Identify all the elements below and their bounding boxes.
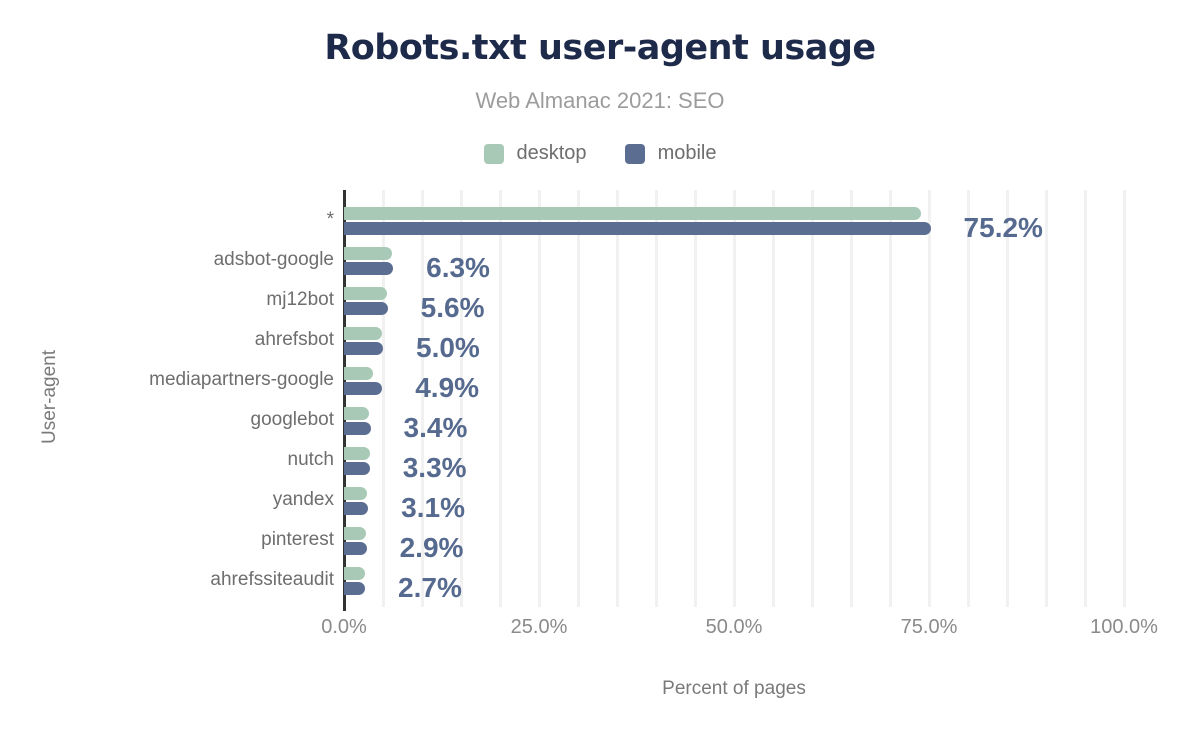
legend: desktop mobile — [0, 142, 1200, 165]
bar-desktop — [344, 327, 383, 340]
value-label: 3.3% — [402, 452, 467, 483]
bar-desktop — [344, 367, 373, 380]
bar-desktop — [344, 527, 366, 540]
bar-mobile — [344, 582, 366, 595]
bar-group: 6.3% — [344, 240, 1124, 283]
category-label: ahrefssiteaudit — [210, 569, 334, 590]
y-axis-line — [342, 190, 346, 611]
value-label: 3.1% — [401, 492, 465, 523]
value-label: 75.2% — [963, 212, 1043, 243]
bar-group: 75.2% — [344, 200, 1124, 243]
category-label: googlebot — [250, 409, 334, 430]
bar-desktop — [344, 567, 366, 580]
legend-item-desktop[interactable]: desktop — [483, 142, 587, 165]
chart-title: Robots.txt user-agent usage — [324, 28, 876, 68]
bar-desktop — [344, 247, 393, 260]
bar-mobile — [344, 542, 367, 555]
gridline — [654, 190, 658, 607]
gridline — [888, 190, 892, 607]
bar-group: 5.0% — [344, 320, 1124, 363]
x-tick-label: 25.0% — [510, 616, 568, 638]
value-label: 4.9% — [415, 372, 480, 403]
category-label: mj12bot — [266, 289, 334, 310]
gridline — [576, 190, 580, 607]
legend-label-mobile: mobile — [657, 142, 717, 164]
category-axis: * adsbot-google mj12bot ahrefsbot mediapartn… — [0, 190, 334, 604]
category-label: ahrefsbot — [254, 329, 334, 350]
bar-desktop — [344, 447, 370, 460]
bar-group: 5.6% — [344, 280, 1124, 323]
plot-area: 75.2% 6.3% 5.6% 5.0% 4.9% 3.4% 3.3% 3.1% 2.9% 2.7… — [342, 190, 1126, 611]
gridline — [459, 190, 463, 607]
category-label: * — [326, 209, 334, 230]
legend-label-desktop: desktop — [516, 142, 587, 164]
category-label: adsbot-google — [213, 249, 334, 270]
mobile-legend-swatch-icon — [624, 143, 645, 164]
gridline — [537, 190, 541, 607]
value-label: 5.6% — [420, 292, 485, 323]
bar-desktop — [344, 487, 368, 500]
bar-desktop — [344, 287, 387, 300]
bar-group: 3.1% — [344, 480, 1124, 523]
x-axis-title: Percent of pages — [662, 678, 806, 699]
x-tick-label: 50.0% — [705, 616, 763, 638]
bar-desktop — [344, 207, 922, 220]
category-label: mediapartners-google — [149, 369, 334, 390]
gridline — [966, 190, 970, 607]
bar-mobile — [344, 422, 371, 435]
gridline — [849, 190, 853, 607]
category-label: yandex — [272, 489, 334, 510]
bar-mobile — [344, 222, 931, 235]
gridline — [810, 190, 814, 607]
gridline — [732, 190, 736, 607]
gridline — [1122, 190, 1126, 607]
gridline — [927, 190, 931, 607]
gridline — [615, 190, 619, 607]
bar-mobile — [344, 302, 388, 315]
gridline — [420, 190, 424, 607]
value-label: 2.7% — [398, 572, 462, 603]
gridline — [693, 190, 697, 607]
value-label: 5.0% — [416, 332, 480, 363]
gridline — [1005, 190, 1009, 607]
gridline — [498, 190, 502, 607]
bar-mobile — [344, 502, 369, 515]
category-label: nutch — [287, 449, 334, 470]
x-tick-label: 75.0% — [900, 616, 958, 638]
bar-group: 2.7% — [344, 560, 1124, 603]
category-label: pinterest — [261, 529, 334, 550]
bar-desktop — [344, 407, 369, 420]
legend-item-mobile[interactable]: mobile — [624, 142, 717, 165]
bar-mobile — [344, 382, 383, 395]
x-axis-ticks: 0.0% 25.0% 50.0% 75.0% 100.0% — [0, 616, 1200, 642]
bar-mobile — [344, 262, 394, 275]
value-label: 2.9% — [399, 532, 464, 563]
gridline — [1044, 190, 1048, 607]
bar-group: 2.9% — [344, 520, 1124, 563]
x-tick-label: 100.0% — [1090, 616, 1158, 638]
gridline — [771, 190, 775, 607]
bar-mobile — [344, 342, 383, 355]
bar-group: 4.9% — [344, 360, 1124, 403]
value-label: 3.4% — [403, 412, 468, 443]
chart-subtitle: Web Almanac 2021: SEO — [475, 88, 725, 113]
gridline — [1083, 190, 1087, 607]
x-tick-label: 0.0% — [321, 616, 367, 638]
desktop-legend-swatch-icon — [483, 143, 504, 164]
bar-group: 3.4% — [344, 400, 1124, 443]
bar-mobile — [344, 462, 370, 475]
bar-group: 3.3% — [344, 440, 1124, 483]
gridline — [381, 190, 385, 607]
value-label: 6.3% — [426, 252, 490, 283]
